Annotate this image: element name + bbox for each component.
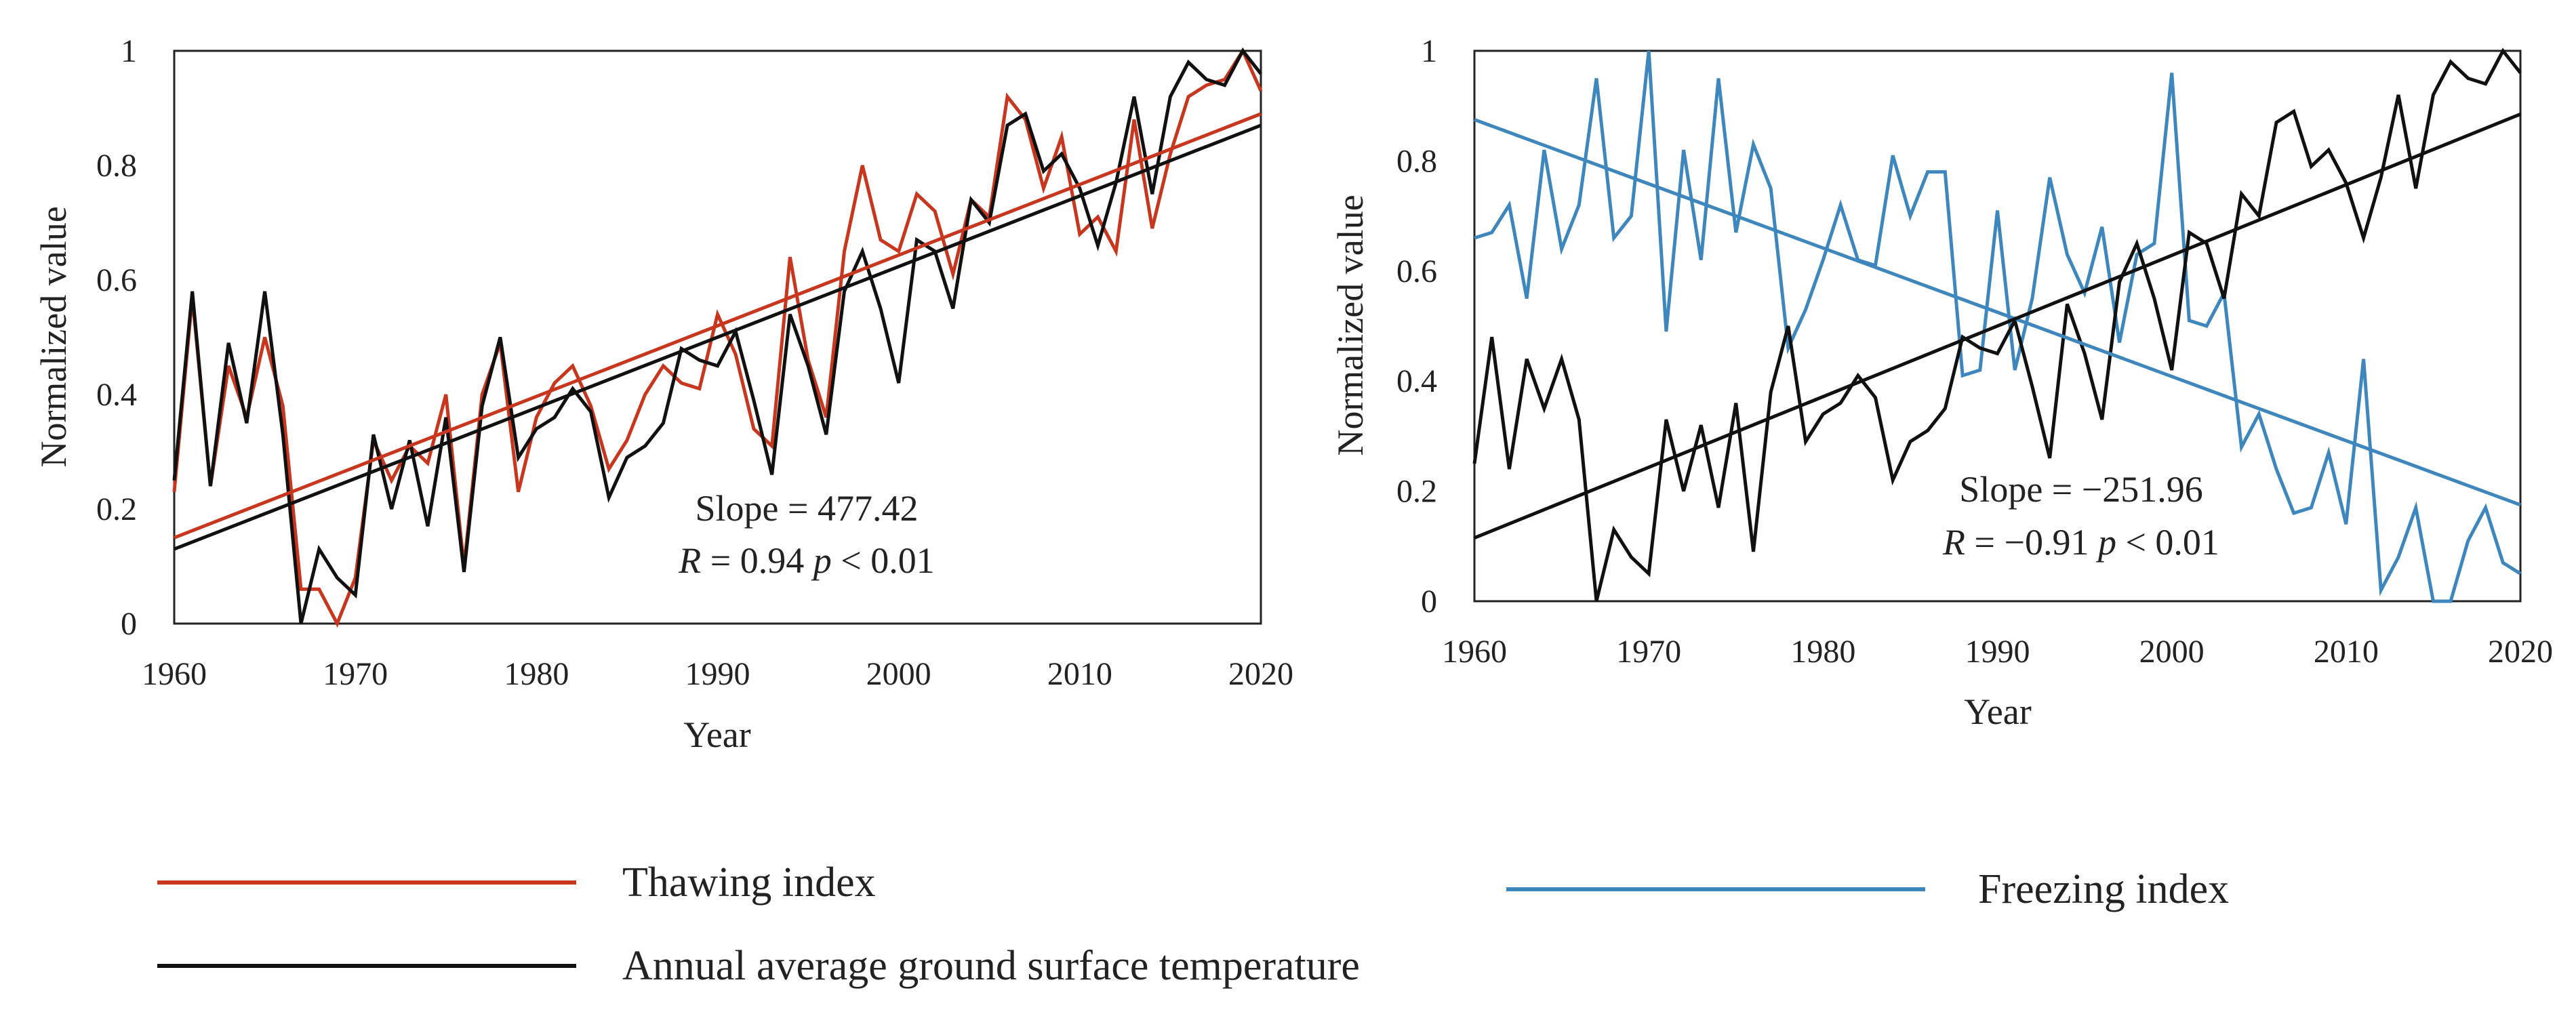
left-y-tick-label: 0.6 [96, 262, 137, 298]
left-y-tick-label: 0.2 [96, 491, 137, 527]
right-series-freezing-index-trend [1474, 118, 2521, 507]
left-series-group [172, 47, 1263, 628]
right-y-tick-label: 0 [1421, 584, 1437, 620]
right-series-group [1472, 47, 2522, 603]
right-y-axis-label: Normalized value [1330, 195, 1371, 455]
right-p-value: < 0.01 [2116, 522, 2219, 563]
right-y-tick-label: 0.6 [1396, 254, 1437, 289]
left-y-tick-label: 0.4 [96, 377, 137, 413]
left-y-tick-label: 0 [121, 606, 137, 642]
right-r-annotation: R = −0.91 p < 0.01 [1942, 522, 2219, 563]
left-series-thawing-index-trend [174, 112, 1262, 540]
left-x-tick-label: 2020 [1228, 656, 1293, 692]
left-x-tick-label: 1990 [685, 656, 750, 692]
right-y-tick-label: 0.4 [1396, 363, 1437, 399]
right-x-tick-label: 1980 [1790, 634, 1855, 670]
legend-freezing-label: Freezing index [1978, 866, 2229, 912]
right-x-tick-label: 2010 [2314, 634, 2379, 670]
left-slope-annotation: Slope = 477.42 [696, 488, 919, 529]
left-series-annual-average-ground-surface-temperature [172, 47, 1262, 624]
left-series-agst-trend [174, 123, 1262, 551]
right-y-tick-label: 0.2 [1396, 474, 1437, 510]
left-x-tick-label: 2010 [1047, 656, 1112, 692]
right-y-tick-label: 0.8 [1396, 143, 1437, 179]
right-series-annual-average-ground-surface-temperature [1472, 47, 2522, 602]
left-y-tick-label: 1 [121, 33, 137, 69]
right-slope-annotation: Slope = −251.96 [1959, 469, 2202, 510]
right-x-tick-label: 1960 [1442, 634, 1507, 670]
left-x-axis-label: Year [683, 714, 751, 755]
left-y-tick-label: 0.8 [96, 148, 137, 184]
right-r-label: R [1942, 522, 1965, 563]
left-x-tick-label: 1980 [504, 656, 569, 692]
left-y-axis-label: Normalized value [33, 206, 74, 467]
legend-thawing-label: Thawing index [622, 859, 876, 906]
right-x-tick-label: 2020 [2488, 634, 2553, 670]
left-r-value: = 0.94 [701, 540, 813, 581]
left-r-label: R [678, 540, 701, 581]
left-ticks: 1960 1970 1980 1990 2000 2010 2020 0 0.2 0.4 0.6 0.… [96, 33, 1293, 692]
right-p-label: p [2095, 522, 2116, 563]
left-plot-frame [173, 49, 1262, 625]
left-panel: 1960 1970 1980 1990 2000 2010 2020 0 0.2 0.4 0.6 0.… [33, 33, 1293, 755]
left-p-value: < 0.01 [832, 540, 935, 581]
right-x-tick-label: 1990 [1965, 634, 2030, 670]
right-r-value: = −0.91 [1965, 522, 2098, 563]
legend-agst-label: Annual average ground surface temperatur… [622, 943, 1360, 989]
left-x-tick-label: 2000 [866, 656, 931, 692]
right-plot-frame [1473, 49, 2522, 603]
right-series-freezing-index [1474, 50, 2522, 603]
right-y-tick-label: 1 [1421, 33, 1437, 69]
right-ticks: 1960 1970 1980 1990 2000 2010 2020 0 0.2 0.4 0.6 0.… [1396, 33, 2553, 670]
left-x-tick-label: 1970 [323, 656, 388, 692]
right-x-tick-label: 1970 [1616, 634, 1681, 670]
right-series-agst-trend [1474, 113, 2521, 540]
right-x-tick-label: 2000 [2139, 634, 2205, 670]
left-series-thawing-index [172, 47, 1263, 628]
right-x-axis-label: Year [1964, 691, 2032, 732]
left-x-tick-label: 1960 [142, 656, 207, 692]
left-r-annotation: R = 0.94 p < 0.01 [678, 540, 934, 581]
left-p-label: p [811, 540, 832, 581]
legend: Thawing index Annual average ground surf… [157, 859, 2229, 989]
right-panel: 1960 1970 1980 1990 2000 2010 2020 0 0.2 0.4 0.6 0.… [1330, 33, 2553, 732]
